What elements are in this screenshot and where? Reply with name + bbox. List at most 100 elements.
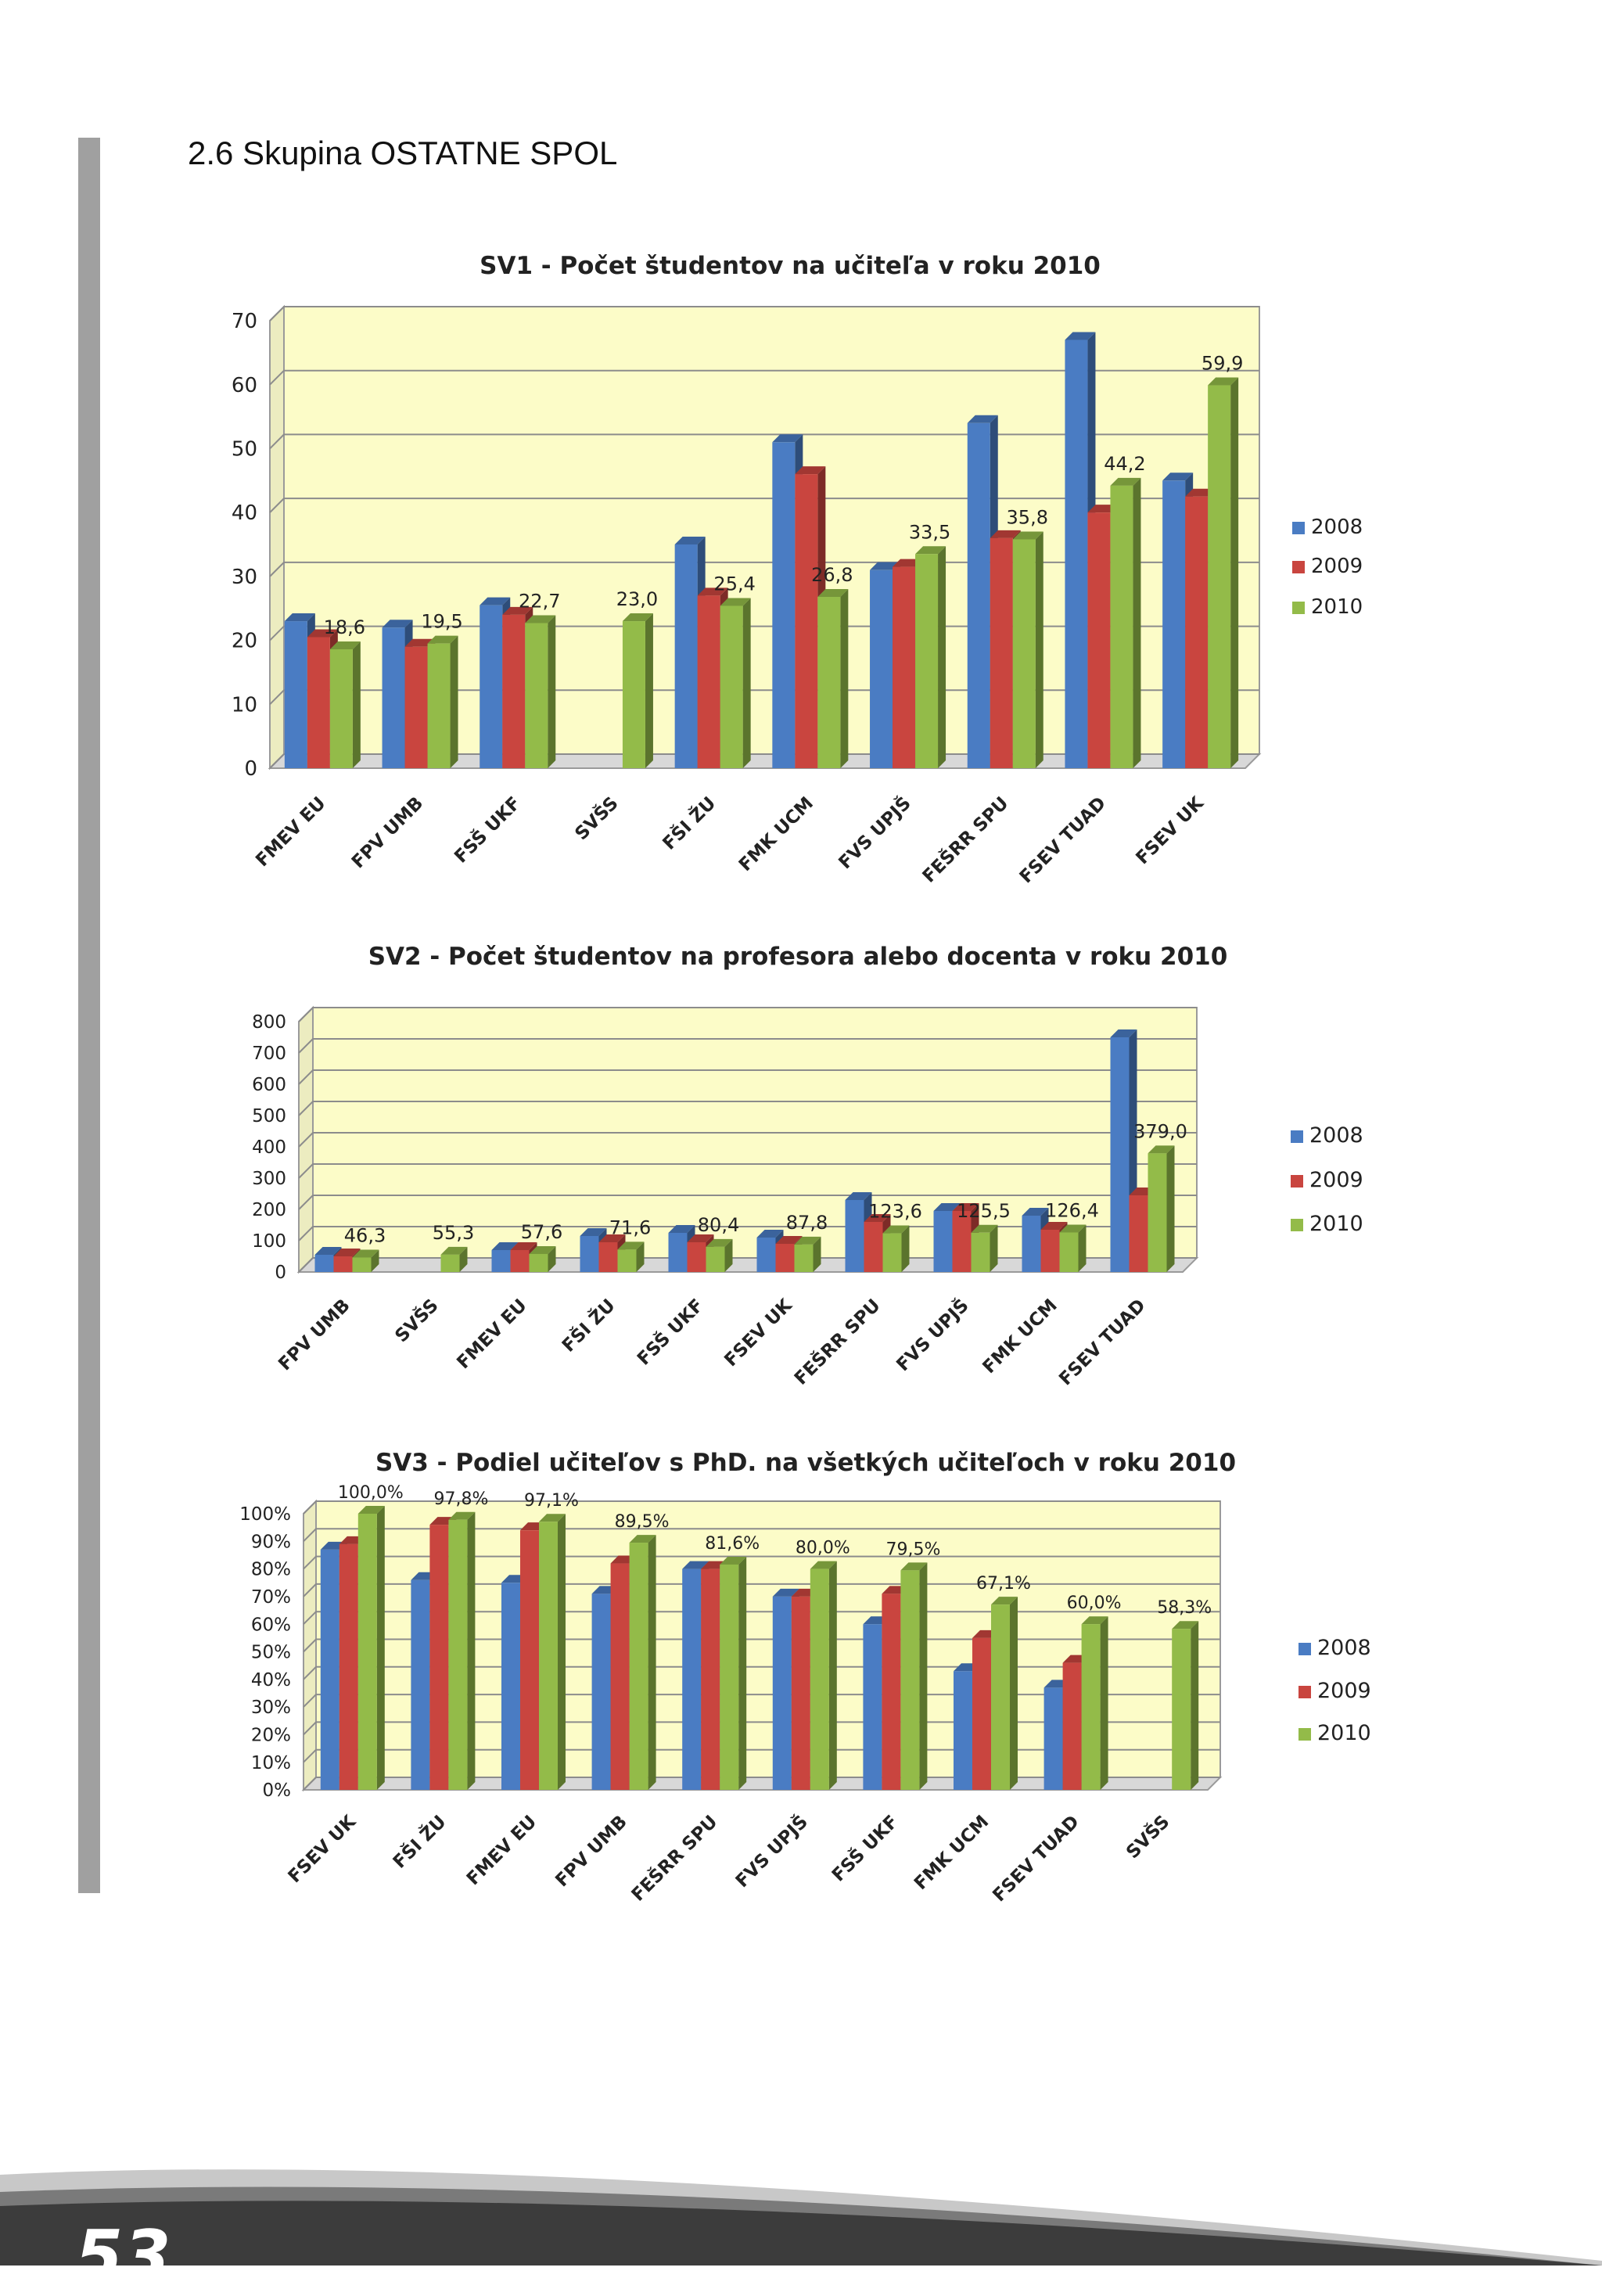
category-label: FSEV TUAD	[1055, 1295, 1149, 1389]
bar-2010	[617, 1241, 645, 1272]
chart-title-sv2: SV2 - Počet študentov na profesora alebo…	[368, 943, 1228, 971]
bar-2010	[915, 546, 946, 768]
bar-2010	[448, 1511, 476, 1790]
bar-2010	[1208, 377, 1239, 768]
gridline	[303, 1555, 1220, 1570]
data-label: 123,6	[868, 1201, 922, 1223]
y-tick-label: 40%	[251, 1670, 291, 1691]
y-tick-label: 70%	[251, 1587, 291, 1608]
y-tick-label: 400	[252, 1137, 286, 1158]
y-tick-label: 50%	[251, 1643, 291, 1663]
gridline	[298, 1007, 1197, 1022]
category-label: SVŠS	[570, 792, 623, 844]
category-label: FSŠ UKF	[633, 1294, 708, 1369]
y-tick-label: 40	[232, 501, 257, 525]
legend-swatch-2009	[1298, 1686, 1311, 1698]
category-label: FMEV EU	[252, 793, 329, 871]
bar-2010	[1148, 1145, 1175, 1272]
bar-2010	[352, 1249, 379, 1272]
chart-title-sv3: SV3 - Podiel učiteľov s PhD. na všetkých…	[375, 1449, 1237, 1477]
bar-2010	[720, 1556, 747, 1790]
legend-swatch-2008	[1292, 522, 1305, 534]
bar-2010	[440, 1246, 468, 1272]
data-label: 379,0	[1133, 1120, 1187, 1142]
bar-2010	[329, 641, 361, 768]
y-tick-label: 90%	[251, 1532, 291, 1552]
y-tick-label: 0	[275, 1263, 286, 1283]
data-label: 97,8%	[433, 1489, 488, 1509]
legend-swatch-2009	[1292, 561, 1305, 573]
bar-2010	[706, 1238, 733, 1272]
chart-sv3: 0% 10% 20% 30% 40% 50% 60% 70% 80% 90% 100% 100,0% F…	[239, 1483, 1371, 1906]
bar-2010	[539, 1514, 566, 1790]
legend-swatch-2010	[1298, 1728, 1311, 1741]
legend-swatch-2008	[1291, 1130, 1303, 1143]
category-label: FSEV UK	[1133, 792, 1209, 868]
y-tick-label: 600	[252, 1075, 286, 1095]
data-label: 19,5	[421, 611, 462, 633]
y-tick-label: 10%	[251, 1753, 291, 1773]
bar-2010	[629, 1535, 656, 1790]
page-number: 53	[75, 2215, 171, 2296]
legend-label: 2009	[1309, 1168, 1363, 1192]
category-label: FSEV TUAD	[1016, 793, 1110, 887]
category-label: FSEV UK	[720, 1295, 796, 1371]
category-label: FEŠRR SPU	[627, 1810, 721, 1905]
bar-2010	[357, 1506, 385, 1790]
category-label: FEŠRR SPU	[789, 1294, 884, 1389]
legend-label: 2008	[1309, 1123, 1363, 1148]
data-label: 80,4	[698, 1214, 739, 1236]
data-label: 58,3%	[1157, 1598, 1212, 1618]
legend-label: 2009	[1311, 555, 1363, 578]
bar-2010	[971, 1224, 998, 1272]
gridline	[269, 498, 1259, 513]
gridline	[298, 1163, 1197, 1179]
data-label: 97,1%	[524, 1491, 579, 1511]
data-label: 87,8	[786, 1212, 828, 1234]
legend-label: 2010	[1311, 595, 1363, 619]
bar-2009	[1040, 1222, 1068, 1272]
legend-label: 2010	[1309, 1212, 1363, 1236]
category-label: FSŠ UKF	[827, 1810, 902, 1885]
bar-2010	[529, 1245, 556, 1272]
category-label: FPV UMB	[348, 793, 427, 872]
category-label: FPV UMB	[275, 1295, 354, 1374]
data-label: 33,5	[909, 521, 950, 543]
y-tick-label: 30%	[251, 1698, 291, 1718]
data-label: 81,6%	[705, 1534, 760, 1554]
category-label: FVS UPJŠ	[834, 792, 915, 873]
y-tick-label: 10	[232, 693, 257, 717]
gridline	[303, 1500, 1220, 1514]
gridline	[269, 306, 1259, 322]
gridline	[298, 1195, 1197, 1210]
bar-2010	[720, 598, 751, 768]
category-label: FVS UPJŠ	[892, 1294, 973, 1375]
category-label: SVŠS	[390, 1294, 443, 1346]
bar-2010	[1081, 1616, 1108, 1790]
y-tick-label: 800	[252, 1012, 286, 1033]
y-tick-label: 100%	[239, 1504, 291, 1525]
bar-2010	[810, 1561, 837, 1790]
legend-label: 2008	[1311, 516, 1363, 539]
data-label: 67,1%	[976, 1574, 1031, 1594]
category-label: SVŠS	[1122, 1810, 1174, 1863]
category-label: FMK UCM	[735, 793, 817, 875]
bar-2010	[991, 1597, 1018, 1790]
bar-2010	[1012, 531, 1043, 768]
data-label: 126,4	[1045, 1199, 1099, 1221]
data-label: 35,8	[1007, 506, 1048, 528]
y-tick-label: 50	[232, 438, 257, 462]
bar-2010	[900, 1562, 928, 1790]
category-label: FMEV EU	[463, 1812, 541, 1889]
legend-swatch-2010	[1292, 602, 1305, 614]
legend-label: 2009	[1317, 1679, 1371, 1703]
y-tick-label: 700	[252, 1044, 286, 1064]
category-label: FSEV TUAD	[989, 1812, 1083, 1906]
footer-swoosh	[0, 2169, 1602, 2265]
category-label: FMK UCM	[979, 1295, 1061, 1378]
y-tick-label: 20%	[251, 1725, 291, 1745]
y-tick-label: 0	[244, 757, 257, 781]
y-tick-label: 30	[232, 566, 257, 589]
data-label: 79,5%	[885, 1540, 940, 1559]
gridline	[298, 1101, 1197, 1116]
